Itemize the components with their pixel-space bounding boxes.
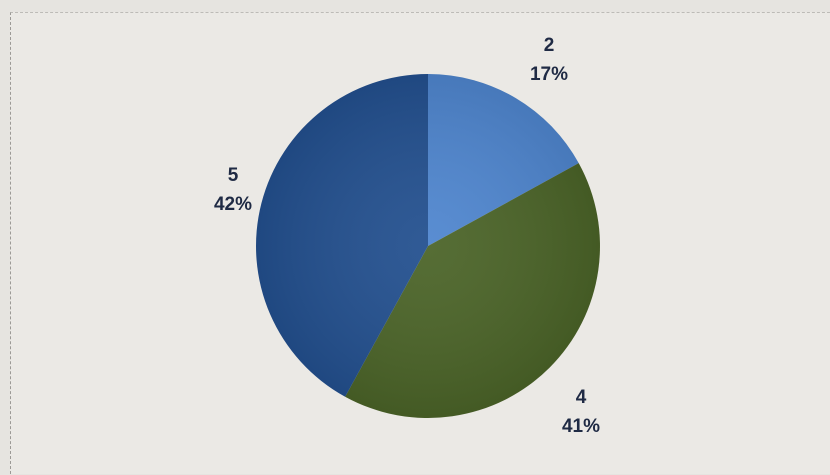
slice-percent-label-2: 17% bbox=[530, 64, 568, 85]
slice-category-label-2: 2 bbox=[544, 35, 555, 56]
slice-percent-label-5: 42% bbox=[214, 194, 252, 215]
slice-category-label-4: 4 bbox=[576, 387, 587, 408]
pie-slices bbox=[256, 74, 600, 418]
pie-chart: 2 17% 4 41% 5 42% bbox=[214, 35, 600, 437]
slice-category-label-5: 5 bbox=[228, 165, 239, 186]
chart-frame: 2 17% 4 41% 5 42% bbox=[10, 12, 830, 474]
pie-labels: 2 17% 4 41% 5 42% bbox=[214, 35, 600, 437]
slice-percent-label-4: 41% bbox=[562, 416, 600, 437]
